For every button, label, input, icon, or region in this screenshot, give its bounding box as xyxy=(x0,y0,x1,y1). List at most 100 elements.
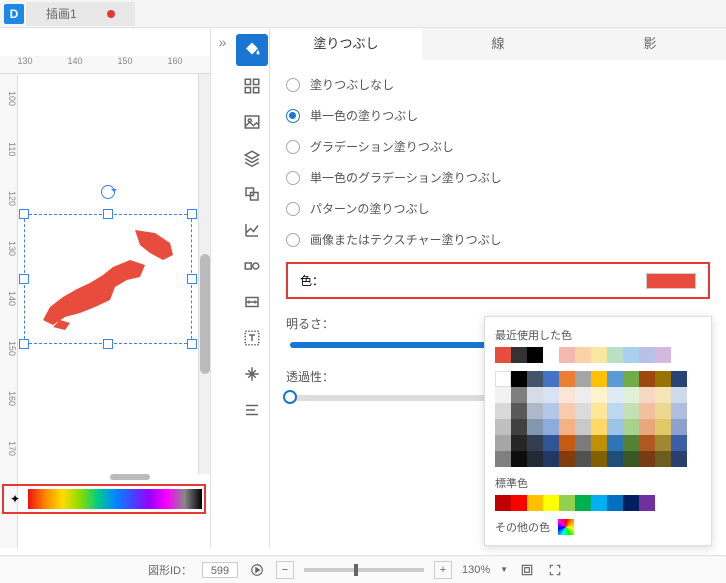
color-swatch[interactable] xyxy=(527,435,543,451)
color-swatch[interactable] xyxy=(527,347,543,363)
resize-handle-nw[interactable] xyxy=(19,209,29,219)
resize-handle-w[interactable] xyxy=(19,274,29,284)
color-swatch[interactable] xyxy=(527,495,543,511)
color-swatch[interactable] xyxy=(639,387,655,403)
color-swatch[interactable] xyxy=(639,403,655,419)
color-swatch[interactable] xyxy=(607,371,623,387)
zoom-dropdown-icon[interactable]: ▼ xyxy=(500,565,508,574)
color-palette-bar[interactable]: ✦ xyxy=(2,484,206,514)
fit-page-icon[interactable] xyxy=(518,561,536,579)
color-swatch[interactable] xyxy=(527,419,543,435)
tool-dimension[interactable] xyxy=(236,286,268,318)
color-swatch[interactable] xyxy=(495,435,511,451)
collapse-panel-button[interactable]: » xyxy=(210,28,234,548)
opacity-thumb[interactable] xyxy=(283,390,297,404)
color-swatch[interactable] xyxy=(559,451,575,467)
selection-box[interactable] xyxy=(24,214,192,344)
horizontal-scrollbar[interactable] xyxy=(40,474,200,482)
fill-type-solidgrad[interactable]: 単一色のグラデーション塗りつぶし xyxy=(286,169,710,186)
rotate-handle[interactable] xyxy=(101,185,115,199)
color-swatch[interactable] xyxy=(623,387,639,403)
color-swatch[interactable] xyxy=(639,451,655,467)
color-swatch[interactable] xyxy=(623,495,639,511)
color-swatch[interactable] xyxy=(495,451,511,467)
color-swatch[interactable] xyxy=(591,347,607,363)
color-swatch[interactable] xyxy=(495,495,511,511)
color-swatch[interactable] xyxy=(623,451,639,467)
color-swatch[interactable] xyxy=(671,435,687,451)
color-swatch[interactable] xyxy=(495,371,511,387)
color-swatch[interactable] xyxy=(607,387,623,403)
fill-color-row[interactable]: 色： xyxy=(286,262,710,299)
fill-type-none[interactable]: 塗りつぶしなし xyxy=(286,76,710,93)
color-swatch[interactable] xyxy=(559,347,575,363)
color-swatch[interactable] xyxy=(591,371,607,387)
color-swatch[interactable] xyxy=(559,495,575,511)
color-swatch[interactable] xyxy=(559,403,575,419)
zoom-in-button[interactable]: + xyxy=(434,561,452,579)
color-swatch[interactable] xyxy=(575,435,591,451)
color-swatch[interactable] xyxy=(543,419,559,435)
color-swatch[interactable] xyxy=(655,371,671,387)
tab-line[interactable]: 線 xyxy=(422,28,574,60)
color-swatch[interactable] xyxy=(607,347,623,363)
color-swatch[interactable] xyxy=(623,347,639,363)
color-swatch[interactable] xyxy=(655,387,671,403)
resize-handle-e[interactable] xyxy=(187,274,197,284)
zoom-out-button[interactable]: − xyxy=(276,561,294,579)
zoom-slider[interactable] xyxy=(304,568,424,572)
tool-layers[interactable] xyxy=(236,142,268,174)
color-swatch[interactable] xyxy=(591,403,607,419)
tool-shapes[interactable] xyxy=(236,250,268,282)
tool-image[interactable] xyxy=(236,106,268,138)
color-swatch[interactable] xyxy=(575,347,591,363)
color-swatch[interactable] xyxy=(527,451,543,467)
color-swatch[interactable] xyxy=(655,419,671,435)
color-swatch[interactable] xyxy=(575,387,591,403)
fill-type-texture[interactable]: 画像またはテクスチャー塗りつぶし xyxy=(286,231,710,248)
color-swatch[interactable] xyxy=(559,371,575,387)
resize-handle-se[interactable] xyxy=(187,339,197,349)
color-swatch[interactable] xyxy=(623,419,639,435)
fill-type-pattern[interactable]: パターンの塗りつぶし xyxy=(286,200,710,217)
color-swatch[interactable] xyxy=(559,387,575,403)
color-swatch[interactable] xyxy=(607,403,623,419)
color-swatch[interactable] xyxy=(591,435,607,451)
color-swatch[interactable] xyxy=(559,419,575,435)
color-swatch[interactable] xyxy=(646,273,696,289)
play-icon[interactable] xyxy=(248,561,266,579)
color-swatch[interactable] xyxy=(511,347,527,363)
color-swatch[interactable] xyxy=(639,347,655,363)
palette-strip[interactable] xyxy=(28,489,202,509)
japan-map-shape[interactable] xyxy=(35,225,180,335)
tool-align[interactable] xyxy=(236,394,268,426)
color-swatch[interactable] xyxy=(671,451,687,467)
color-swatch[interactable] xyxy=(671,371,687,387)
color-swatch[interactable] xyxy=(575,371,591,387)
color-swatch[interactable] xyxy=(639,435,655,451)
color-swatch[interactable] xyxy=(671,419,687,435)
fullscreen-icon[interactable] xyxy=(546,561,564,579)
tab-fill[interactable]: 塗りつぶし xyxy=(270,28,422,60)
color-swatch[interactable] xyxy=(511,403,527,419)
color-swatch[interactable] xyxy=(559,435,575,451)
color-swatch[interactable] xyxy=(623,403,639,419)
tool-transform[interactable] xyxy=(236,358,268,390)
color-swatch[interactable] xyxy=(511,495,527,511)
color-swatch[interactable] xyxy=(639,495,655,511)
color-swatch[interactable] xyxy=(511,387,527,403)
tool-fill[interactable] xyxy=(236,34,268,66)
color-swatch[interactable] xyxy=(543,435,559,451)
color-swatch[interactable] xyxy=(543,451,559,467)
tool-chart[interactable] xyxy=(236,214,268,246)
color-swatch[interactable] xyxy=(511,451,527,467)
color-swatch[interactable] xyxy=(655,403,671,419)
color-swatch[interactable] xyxy=(575,403,591,419)
color-swatch[interactable] xyxy=(543,403,559,419)
color-swatch[interactable] xyxy=(639,371,655,387)
color-swatch[interactable] xyxy=(591,387,607,403)
tool-text[interactable] xyxy=(236,322,268,354)
color-swatch[interactable] xyxy=(623,435,639,451)
fill-type-solid[interactable]: 単一色の塗りつぶし xyxy=(286,107,710,124)
color-swatch[interactable] xyxy=(575,451,591,467)
